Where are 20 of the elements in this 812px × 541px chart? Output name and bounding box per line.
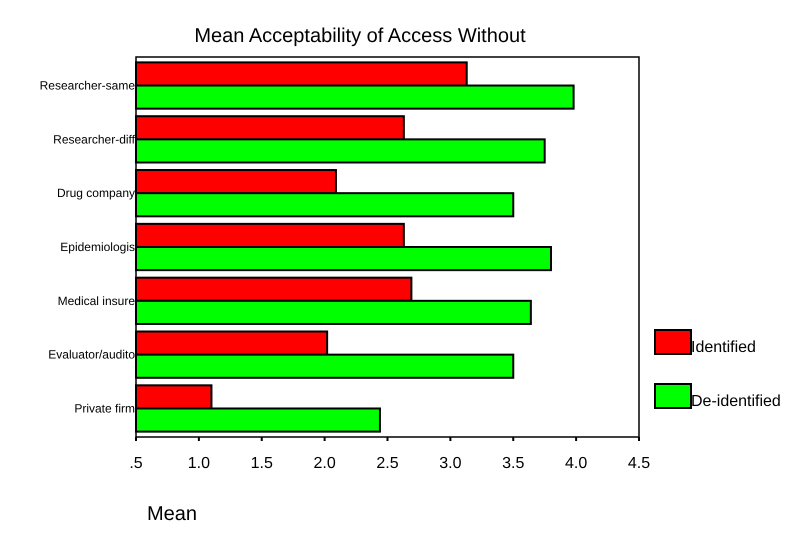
x-tick-label: 3.0	[439, 455, 462, 472]
x-tick-label: 1.0	[188, 455, 210, 472]
y-tick-label: Researcher-diff	[53, 132, 136, 146]
y-tick-label: Evaluator/audito	[48, 348, 136, 362]
y-tick-label: Medical insure	[58, 294, 136, 308]
chart-title: Mean Acceptability of Access Without	[194, 25, 526, 47]
x-tick-label: 2.0	[314, 455, 336, 472]
x-tick-label: 1.5	[250, 455, 273, 472]
x-axis-title: Mean	[147, 503, 198, 525]
legend-label: Identified	[691, 339, 756, 356]
legend-label: De-identified	[691, 393, 781, 410]
x-tick-label: 3.5	[502, 455, 524, 472]
y-tick-label: Drug company	[56, 186, 135, 200]
x-tick-label: .5	[129, 455, 143, 472]
x-tick-label: 2.5	[376, 455, 399, 472]
y-tick-label: Researcher-same	[40, 78, 136, 93]
y-tick-label: Epidemiologis	[60, 240, 135, 254]
x-tick-label: 4.5	[628, 455, 650, 472]
y-tick-label: Private firm	[74, 401, 135, 416]
x-tick-label: 4.0	[565, 455, 588, 472]
